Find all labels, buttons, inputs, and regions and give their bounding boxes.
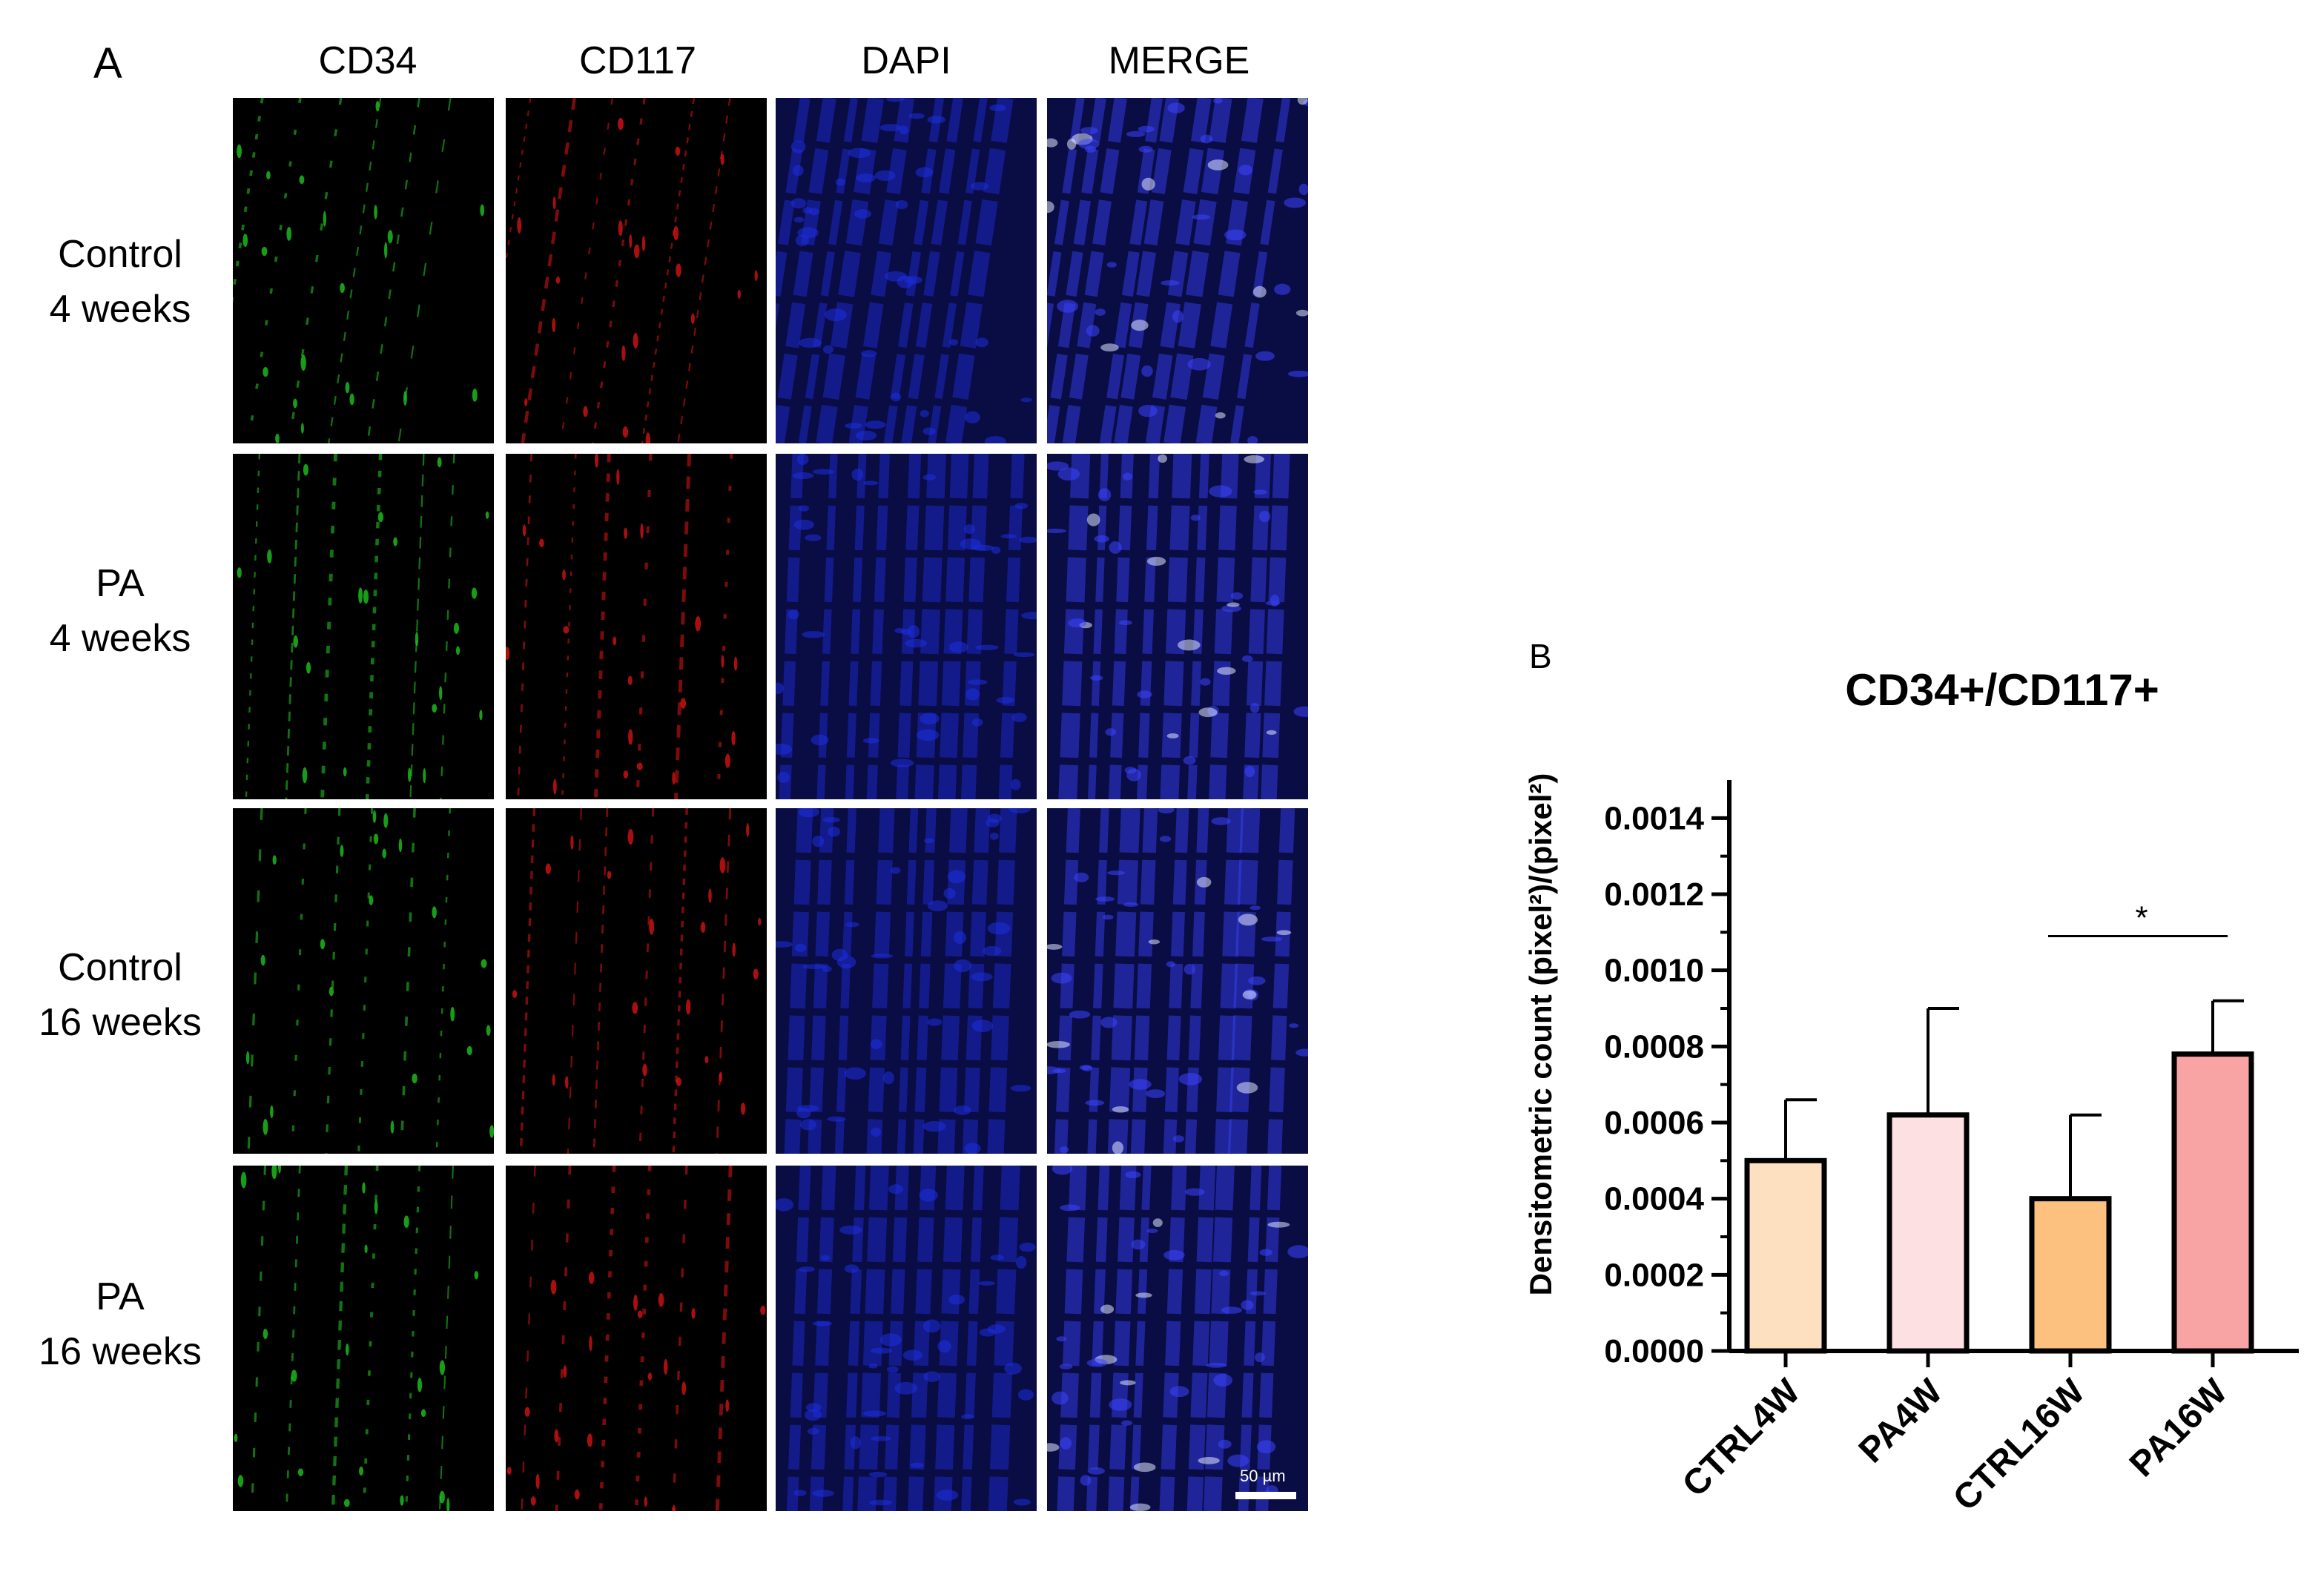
micrograph-merge-row-4 bbox=[1047, 1166, 1308, 1511]
column-header-cd117: CD117 bbox=[578, 39, 696, 82]
panel-b-letter: B bbox=[1529, 637, 1552, 675]
micrograph-cd34-row-3 bbox=[233, 808, 494, 1154]
x-tick-label-ctrl16w: CTRL16W bbox=[1946, 1372, 2093, 1519]
y-tick-label: 0.0008 bbox=[1604, 1028, 1704, 1065]
scale-bar-label: 50 µm bbox=[1240, 1467, 1286, 1485]
micrograph-cd117-row-1 bbox=[506, 98, 767, 443]
micrograph-cd34-row-4 bbox=[233, 1166, 494, 1511]
bar-pa16w bbox=[2171, 1051, 2254, 1354]
row-label-line2: 4 weeks bbox=[49, 288, 191, 331]
row-label-pa-4w: PA 4 weeks bbox=[9, 556, 231, 666]
y-tick-label: 0.0010 bbox=[1604, 953, 1704, 989]
row-label-control-4w: Control 4 weeks bbox=[9, 227, 231, 337]
column-header-dapi: DAPI bbox=[861, 39, 951, 82]
bar-ctrl16w bbox=[2029, 1196, 2112, 1354]
x-tick-label-ctrl4w: CTRL4W bbox=[1675, 1372, 1808, 1504]
row-label-line1: PA bbox=[96, 1275, 145, 1318]
micrograph-merge-row-1 bbox=[1047, 98, 1308, 443]
bar-pa4w bbox=[1886, 1112, 1970, 1354]
chart-title: CD34+/CD117+ bbox=[1845, 665, 2159, 715]
panel-a-letter: A bbox=[93, 39, 122, 87]
micrograph-merge-row-2 bbox=[1047, 454, 1308, 799]
row-label-pa-16w: PA 16 weeks bbox=[9, 1269, 231, 1379]
x-tick-label-pa16w: PA16W bbox=[2122, 1372, 2235, 1484]
micrograph-dapi-row-3 bbox=[776, 808, 1037, 1154]
y-axis-label: Densitometric count (pixel²)/(pixel²) bbox=[1523, 773, 1558, 1296]
row-label-line1: Control bbox=[58, 946, 182, 989]
y-tick-label: 0.0004 bbox=[1604, 1181, 1704, 1217]
column-header-cd34: CD34 bbox=[318, 39, 417, 82]
column-header-merge: MERGE bbox=[1108, 39, 1250, 82]
micrograph-cd34-row-2 bbox=[233, 454, 494, 799]
row-label-control-16w: Control 16 weeks bbox=[9, 940, 231, 1050]
significance-marker: * bbox=[2135, 899, 2148, 936]
y-tick-label: 0.0012 bbox=[1604, 876, 1704, 913]
y-tick-label: 0.0006 bbox=[1604, 1105, 1704, 1141]
y-tick-label: 0.0002 bbox=[1604, 1257, 1704, 1293]
bar-ctrl4w bbox=[1744, 1157, 1827, 1354]
micrograph-cd117-row-3 bbox=[506, 808, 767, 1154]
row-label-line2: 16 weeks bbox=[39, 1330, 202, 1373]
micrograph-cd117-row-4 bbox=[506, 1166, 767, 1511]
y-tick-label: 0.0014 bbox=[1604, 800, 1704, 836]
row-label-line2: 16 weeks bbox=[39, 1001, 202, 1044]
row-label-line2: 4 weeks bbox=[49, 617, 191, 660]
scale-bar bbox=[1235, 1492, 1296, 1499]
micrograph-dapi-row-4 bbox=[776, 1166, 1037, 1511]
micrograph-cd117-row-2 bbox=[506, 454, 767, 799]
micrograph-dapi-row-1 bbox=[776, 98, 1037, 443]
micrograph-cd34-row-1 bbox=[233, 98, 494, 443]
y-tick-label: 0.0000 bbox=[1604, 1333, 1704, 1369]
micrograph-dapi-row-2 bbox=[776, 454, 1037, 799]
micrograph-merge-row-3 bbox=[1047, 808, 1308, 1154]
row-label-line1: Control bbox=[58, 233, 182, 276]
x-tick-label-pa4w: PA4W bbox=[1852, 1372, 1951, 1471]
row-label-line1: PA bbox=[96, 562, 145, 605]
